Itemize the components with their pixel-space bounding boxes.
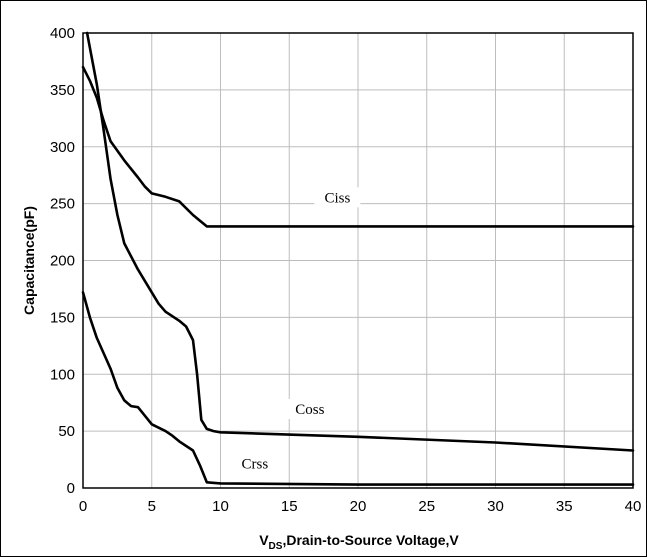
x-tick-label: 0 [79, 498, 87, 515]
series-line-crss [81, 291, 635, 486]
annotation-background [231, 453, 278, 474]
y-tick-label: 400 [50, 25, 75, 42]
annotation-crss: Crss [242, 457, 269, 473]
x-tick-label: 20 [350, 498, 367, 515]
series-line-coss [85, 31, 635, 452]
series-annotations: Ciss Coss Crss [231, 187, 361, 474]
annotation-coss: Coss [295, 402, 324, 418]
y-tick-labels: 0 50 100 150 200 250 300 350 400 [50, 25, 75, 497]
series-lines [81, 31, 635, 486]
y-tick-label: 0 [67, 480, 75, 497]
y-tick-label: 100 [50, 366, 75, 383]
y-tick-label: 250 [50, 196, 75, 213]
grid [82, 32, 634, 489]
x-axis-title-rest: ,Drain-to-Source Voltage,V [282, 532, 459, 548]
annotation-ciss: Ciss [324, 190, 350, 206]
x-axis-title: VDS,Drain-to-Source Voltage,V [259, 532, 459, 552]
plot-area-border [82, 32, 634, 489]
y-axis-title: Capacitance(pF) [21, 206, 37, 315]
x-tick-label: 5 [148, 498, 156, 515]
x-axis-title-main: V [259, 532, 269, 548]
x-tick-label: 10 [212, 498, 229, 515]
x-tick-label: 25 [418, 498, 435, 515]
x-tick-label: 15 [281, 498, 298, 515]
y-tick-label: 200 [50, 253, 75, 270]
x-tick-label: 35 [556, 498, 573, 515]
y-tick-label: 300 [50, 139, 75, 156]
y-tick-label: 350 [50, 82, 75, 99]
annotation-background [286, 398, 333, 419]
y-tick-label: 50 [58, 423, 75, 440]
x-tick-labels: 0 5 10 15 20 25 30 35 40 [79, 498, 642, 515]
x-axis-title-subscript: DS [269, 541, 283, 552]
annotation-background [314, 187, 361, 208]
x-tick-label: 40 [625, 498, 642, 515]
x-tick-label: 30 [487, 498, 504, 515]
y-tick-label: 150 [50, 309, 75, 326]
